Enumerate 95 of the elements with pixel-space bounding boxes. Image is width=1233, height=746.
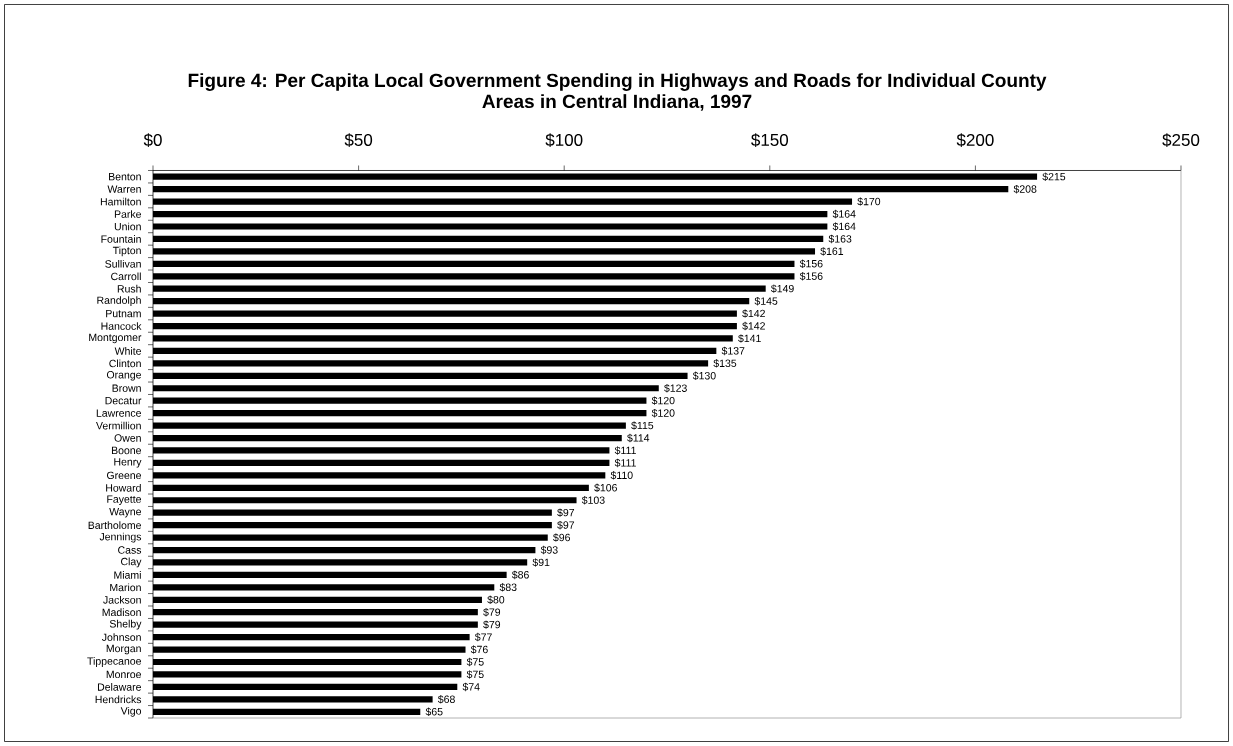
x-tick-label: $150 [751,133,789,147]
y-tick-label: Clinton [109,359,141,368]
data-label: $103 [581,496,605,505]
data-label: $79 [483,620,501,629]
data-label: $75 [466,670,484,679]
data-label: $115 [631,421,654,430]
y-tick-label: Hancock [101,322,142,330]
data-label: $156 [799,259,823,269]
data-label: $74 [462,682,480,692]
y-tick-label: Shelby [109,619,142,630]
y-tick-label: Tipton [112,246,141,257]
y-tick-label: Fayette [107,495,142,505]
data-label: $142 [742,321,765,331]
x-tick-label: $250 [1162,133,1200,147]
y-tick-label: Jennings [99,532,142,543]
y-tick-label: Warren [107,185,141,193]
y-tick-label: Fountain [101,235,141,243]
y-tick-label: Hamilton [100,197,141,206]
data-label: $96 [553,533,570,542]
y-tick-label: Madison [102,608,141,617]
data-label: $68 [437,695,455,704]
y-tick-label: Vermillion [96,421,141,430]
data-label: $97 [557,508,575,517]
data-label: $137 [721,346,745,356]
data-label: $111 [614,458,636,468]
chart-title: Figure 4: Per Capita Local Government Spending in Highways and Roads for Individual County Areas in Central Indiana, 1997 [188,73,1047,111]
x-tick-label: $100 [545,133,583,147]
y-tick-label: Union [114,222,141,231]
y-tick-label: Miami [114,571,141,579]
y-tick-label: Hendricks [95,695,142,704]
y-tick-label: Owen [114,434,141,442]
y-tick-label: Delaware [97,683,142,691]
y-tick-label: Bartholome [88,521,142,529]
x-tick-label: $200 [956,133,994,147]
y-tick-label: Brown [112,384,141,392]
y-tick-label: Montgomer [89,333,142,344]
data-label: $79 [483,607,501,617]
y-tick-label: Clay [121,557,142,568]
data-label: $86 [511,570,529,580]
data-label: $120 [651,396,675,405]
data-label: $120 [651,408,675,418]
y-tick-label: Cass [118,546,142,554]
data-label: $208 [1013,184,1037,194]
data-label: $75 [466,657,484,667]
y-tick-label: Wayne [109,507,142,518]
data-label: $156 [799,272,823,281]
data-label: $93 [540,545,558,555]
y-tick-label: Vigo [120,706,142,717]
data-label: $170 [857,197,881,206]
y-tick-label: Lawrence [96,409,142,417]
data-label: $111 [614,446,636,455]
data-label: $80 [487,595,505,605]
data-label: $65 [425,707,443,717]
y-tick-label: Carroll [111,272,141,281]
y-tick-label: White [114,347,142,355]
y-tick-label: Johnson [101,633,141,641]
data-label: $106 [594,483,617,493]
y-tick-label: Randolph [97,296,141,307]
x-tick-label: $50 [344,133,373,147]
data-label: $130 [692,371,716,381]
y-tick-label: Putnam [106,309,141,318]
y-tick-label: Rush [117,284,141,293]
data-label: $110 [610,471,633,480]
y-tick-label: Morgan [106,644,141,655]
y-tick-label: Greene [106,471,142,480]
y-tick-label: Parke [114,210,142,218]
data-label: $114 [627,433,650,443]
y-tick-label: Decatur [105,397,142,405]
y-tick-label: Henry [114,458,142,468]
data-label: $161 [820,247,844,256]
data-label: $215 [1042,172,1066,181]
data-label: $163 [828,234,852,244]
y-tick-label: Tippecanoe [87,657,142,667]
y-tick-label: Monroe [106,670,142,679]
data-label: $76 [470,645,488,654]
y-tick-label: Jackson [103,595,141,604]
data-label: $91 [532,558,550,567]
data-label: $123 [664,384,687,393]
y-tick-label: Marion [110,583,141,592]
y-tick-label: Sullivan [105,259,141,268]
data-label: $97 [557,520,575,530]
data-label: $77 [474,632,492,642]
y-tick-label: Boone [111,446,142,455]
y-tick-label: Benton [109,173,141,181]
data-label: $145 [754,296,778,306]
data-label: $141 [738,334,761,343]
x-tick-label: $0 [143,133,162,147]
data-label: $164 [832,222,856,231]
data-label: $164 [832,209,856,219]
data-label: $83 [499,583,517,592]
y-tick-label: Orange [106,371,142,381]
data-label: $142 [742,309,765,318]
data-label: $149 [771,284,794,293]
y-tick-label: Howard [106,483,141,492]
data-label: $135 [713,359,737,368]
